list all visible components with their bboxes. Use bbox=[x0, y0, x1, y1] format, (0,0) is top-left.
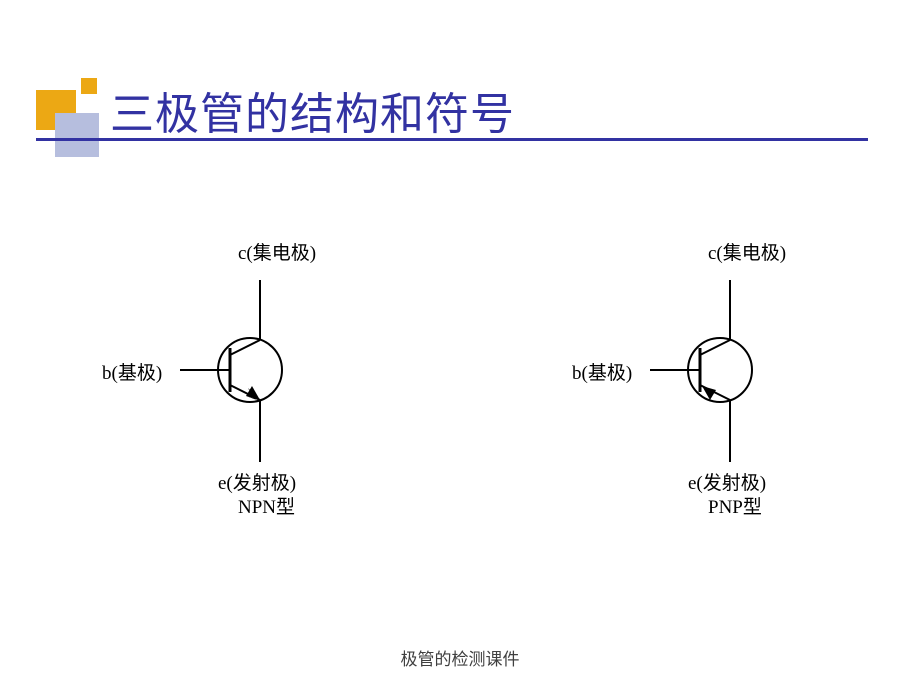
deco-square-small bbox=[81, 78, 97, 94]
npn-diagram: c(集电极) b(基极) e(发射极) NPN型 bbox=[90, 220, 390, 550]
pnp-base-label: b(基极) bbox=[572, 358, 632, 385]
npn-collector-label: c(集电极) bbox=[238, 238, 316, 265]
npn-emitter-label: e(发射极) bbox=[218, 468, 296, 495]
npn-base-label: b(基极) bbox=[102, 358, 162, 385]
title-underline bbox=[36, 138, 868, 141]
npn-type-label: NPN型 bbox=[238, 492, 295, 519]
deco-square-overlay bbox=[55, 113, 99, 157]
footer-text: 极管的检测课件 bbox=[0, 645, 920, 670]
diagram-area: c(集电极) b(基极) e(发射极) NPN型 c(集电极) b(基极) e(… bbox=[0, 220, 920, 620]
pnp-type-label: PNP型 bbox=[708, 492, 762, 519]
pnp-collector-label: c(集电极) bbox=[708, 238, 786, 265]
title-area: 三极管的结构和符号 bbox=[0, 0, 920, 142]
page-title: 三极管的结构和符号 bbox=[110, 78, 920, 142]
pnp-emitter-label: e(发射极) bbox=[688, 468, 766, 495]
pnp-diagram: c(集电极) b(基极) e(发射极) PNP型 bbox=[560, 220, 860, 550]
